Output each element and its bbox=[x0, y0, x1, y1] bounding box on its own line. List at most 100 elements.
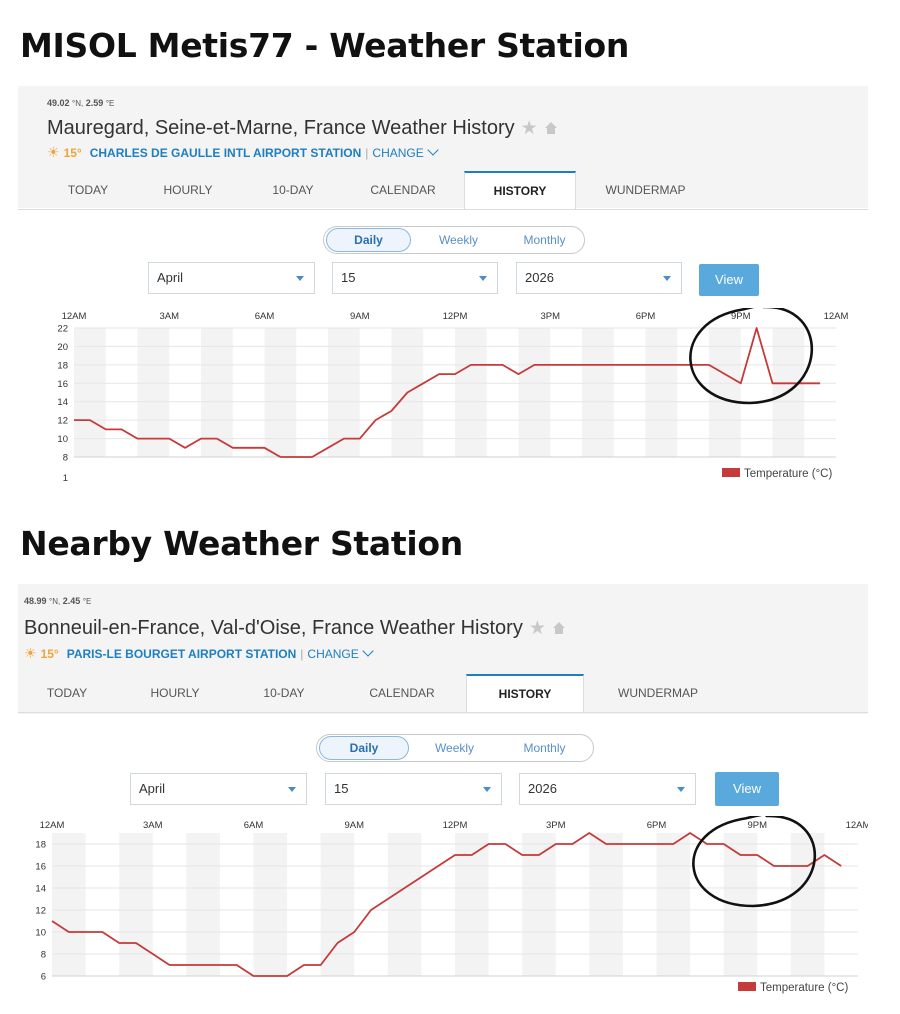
year-select[interactable]: 2026 bbox=[519, 773, 696, 805]
x-tick-label: 6AM bbox=[244, 820, 264, 831]
grid-band bbox=[522, 833, 556, 976]
period-monthly[interactable]: Monthly bbox=[523, 233, 566, 247]
period-daily[interactable]: Daily bbox=[319, 736, 409, 760]
favorite-star-icon[interactable]: ★ bbox=[520, 118, 538, 139]
section-heading-bottom: Nearby Weather Station bbox=[20, 524, 463, 563]
caret-down-icon bbox=[479, 276, 487, 281]
day-select[interactable]: 15 bbox=[332, 262, 498, 294]
x-tick-label: 12AM bbox=[846, 820, 868, 831]
y-tick-label: 8 bbox=[41, 950, 46, 961]
caret-down-icon bbox=[296, 276, 304, 281]
tab-10-day[interactable]: 10-DAY bbox=[272, 183, 314, 197]
x-tick-label: 3PM bbox=[540, 311, 560, 322]
grid-band bbox=[328, 328, 360, 457]
day-value: 15 bbox=[334, 781, 349, 796]
home-icon[interactable] bbox=[544, 121, 558, 135]
temperature-series-line bbox=[74, 327, 821, 458]
tab-history[interactable]: HISTORY bbox=[464, 171, 576, 209]
legend-swatch bbox=[722, 468, 740, 477]
weather-history-panel: 48.99 °N, 2.45 °E Bonneuil-en-France, Va… bbox=[18, 584, 868, 1004]
tab-wundermap[interactable]: WUNDERMAP bbox=[605, 183, 686, 197]
x-tick-label: 9AM bbox=[344, 820, 364, 831]
current-temp: 15° bbox=[40, 647, 59, 661]
day-value: 15 bbox=[341, 270, 356, 285]
grid-band bbox=[790, 833, 825, 976]
grid-band bbox=[201, 328, 233, 457]
x-tick-label: 6AM bbox=[255, 311, 275, 322]
location-title-text: Bonneuil-en-France, Val-d'Oise, France W… bbox=[24, 617, 523, 639]
tab-wundermap[interactable]: WUNDERMAP bbox=[618, 686, 698, 700]
location-title-text: Mauregard, Seine-et-Marne, France Weathe… bbox=[47, 117, 515, 139]
favorite-star-icon[interactable]: ★ bbox=[528, 618, 546, 639]
tab-calendar[interactable]: CALENDAR bbox=[369, 686, 435, 700]
caret-down-icon bbox=[288, 787, 296, 792]
panel-header: 48.99 °N, 2.45 °E Bonneuil-en-France, Va… bbox=[18, 584, 868, 714]
y-tick-label: 16 bbox=[35, 862, 46, 873]
period-monthly[interactable]: Monthly bbox=[523, 741, 566, 755]
annotation-circle bbox=[689, 308, 813, 405]
grid-band bbox=[320, 833, 355, 976]
tab-today[interactable]: TODAY bbox=[46, 686, 88, 700]
coordinates: 48.99 °N, 2.45 °E bbox=[24, 596, 92, 606]
y-tick-label: 22 bbox=[57, 324, 68, 335]
grid-band bbox=[74, 328, 106, 457]
station-line: ☀ 15° PARIS-LE BOURGET AIRPORT STATION | CHA… bbox=[24, 645, 374, 662]
temperature-series-line bbox=[51, 832, 842, 977]
annotation-circle bbox=[692, 816, 816, 908]
tab-hourly[interactable]: HOURLY bbox=[163, 183, 213, 197]
year-value: 2026 bbox=[525, 270, 554, 285]
change-station-link[interactable]: CHANGE bbox=[372, 146, 424, 160]
year-select[interactable]: 2026 bbox=[516, 262, 682, 294]
month-value: April bbox=[139, 781, 166, 796]
x-tick-label: 12PM bbox=[443, 820, 468, 831]
section-heading-top: MISOL Metis77 - Weather Station bbox=[20, 26, 630, 65]
change-station-link[interactable]: CHANGE bbox=[307, 647, 359, 661]
grid-band bbox=[518, 328, 551, 457]
chevron-down-icon[interactable] bbox=[427, 144, 439, 156]
x-tick-label: 12AM bbox=[62, 311, 87, 322]
weather-history-panel: 49.02 °N, 2.59 °E Mauregard, Seine-et-Ma… bbox=[18, 86, 868, 488]
view-button[interactable]: View bbox=[715, 772, 779, 806]
x-tick-label: 6PM bbox=[636, 311, 656, 322]
tab-hourly[interactable]: HOURLY bbox=[150, 686, 200, 700]
period-daily[interactable]: Daily bbox=[326, 228, 411, 252]
y-tick-label: 8 bbox=[63, 453, 68, 464]
home-icon[interactable] bbox=[552, 621, 566, 635]
day-select[interactable]: 15 bbox=[325, 773, 502, 805]
panel-header: 49.02 °N, 2.59 °E Mauregard, Seine-et-Ma… bbox=[18, 86, 868, 210]
temperature-chart: 22 20 18 16 14 12 10 8 1 12AM 3AM 6AM 9AM 12PM 3PM 6PM 9… bbox=[18, 308, 868, 488]
y-tick-label: 20 bbox=[57, 342, 68, 353]
x-tick-label: 3AM bbox=[159, 311, 179, 322]
month-select[interactable]: April bbox=[148, 262, 315, 294]
legend-swatch bbox=[738, 982, 756, 991]
x-tick-label: 9PM bbox=[747, 820, 767, 831]
location-title: Bonneuil-en-France, Val-d'Oise, France W… bbox=[24, 617, 566, 640]
grid-band bbox=[455, 833, 489, 976]
x-tick-label: 3PM bbox=[546, 820, 566, 831]
period-weekly[interactable]: Weekly bbox=[438, 233, 479, 247]
tab-today[interactable]: TODAY bbox=[67, 183, 109, 197]
tab-10-day[interactable]: 10-DAY bbox=[263, 686, 305, 700]
x-tick-label: 9AM bbox=[350, 311, 370, 322]
station-name-link[interactable]: CHARLES DE GAULLE INTL AIRPORT STATION bbox=[89, 146, 362, 160]
period-toggle: Daily Weekly Monthly bbox=[323, 226, 585, 254]
station-line: ☀ 15° CHARLES DE GAULLE INTL AIRPORT STATI… bbox=[47, 144, 439, 161]
x-tick-label: 12AM bbox=[824, 311, 849, 322]
nav-tabs: TODAY HOURLY 10-DAY CALENDAR HISTORY WUN… bbox=[18, 171, 868, 210]
chevron-down-icon[interactable] bbox=[362, 645, 374, 657]
y-tick-label: 16 bbox=[57, 379, 68, 390]
station-name-link[interactable]: PARIS-LE BOURGET AIRPORT STATION bbox=[66, 647, 297, 661]
sun-cloud-icon: ☀ bbox=[24, 645, 37, 661]
grid-band bbox=[119, 833, 153, 976]
view-button[interactable]: View bbox=[699, 264, 759, 296]
nav-tabs: TODAY HOURLY 10-DAY CALENDAR HISTORY WUN… bbox=[18, 674, 868, 713]
tab-history[interactable]: HISTORY bbox=[466, 674, 584, 712]
period-weekly[interactable]: Weekly bbox=[434, 741, 475, 755]
month-select[interactable]: April bbox=[130, 773, 307, 805]
period-toggle: Daily Weekly Monthly bbox=[316, 734, 594, 762]
y-tick-label: 18 bbox=[57, 360, 68, 371]
current-temp: 15° bbox=[63, 146, 82, 160]
y-tick-label: 14 bbox=[57, 397, 68, 408]
legend-label: Temperature (°C) bbox=[760, 982, 848, 994]
tab-calendar[interactable]: CALENDAR bbox=[370, 183, 436, 197]
